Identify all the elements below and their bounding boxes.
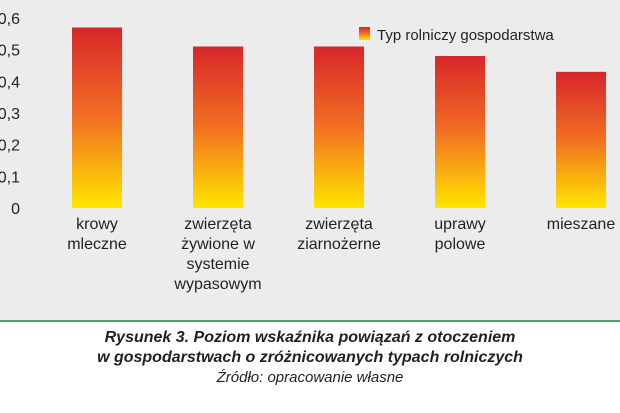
y-tick-label: 0,6	[0, 11, 20, 28]
bars	[72, 27, 606, 208]
y-tick-label: 0,4	[0, 74, 20, 91]
x-tick-label: mieszane	[547, 216, 616, 233]
legend-entry: Typ rolniczy gospodarstwa	[377, 27, 554, 44]
divider	[0, 320, 620, 322]
bar	[435, 56, 485, 208]
y-tick-label: 0,5	[0, 43, 20, 60]
caption-source: Źródło: opracowanie własne	[216, 369, 404, 386]
x-tick-label: uprawy polowe	[434, 216, 486, 253]
caption-line-1: Rysunek 3. Poziom wskaźnika powiązań z o…	[104, 329, 516, 346]
y-axis-ticks: 0 0,1 0,2 0,3 0,4 0,5 0,6	[0, 11, 20, 218]
y-tick-label: 0,2	[0, 138, 20, 155]
bar	[556, 71, 606, 208]
legend: Typ rolniczy gospodarstwa	[359, 27, 554, 44]
y-tick-label: 0,3	[0, 106, 20, 123]
y-tick-label: 0	[11, 201, 20, 218]
chart-area: 0 0,1 0,2 0,3 0,4 0,5 0,6 krowy mleczne zwierzęt…	[0, 0, 620, 320]
legend-swatch	[359, 27, 370, 40]
x-tick-label: zwierzęta ziarnożerne	[297, 216, 381, 253]
bar	[193, 46, 243, 208]
figure-caption: Rysunek 3. Poziom wskaźnika powiązań z o…	[0, 328, 620, 388]
bar	[72, 27, 122, 208]
x-tick-label: zwierzęta żywione w systemie wypasowym	[173, 216, 261, 293]
x-tick-label: krowy mleczne	[67, 216, 127, 253]
caption-line-2: w gospodarstwach o zróżnicowanych typach…	[97, 349, 523, 366]
y-tick-label: 0,1	[0, 169, 20, 186]
bar-chart: 0 0,1 0,2 0,3 0,4 0,5 0,6 krowy mleczne zwierzęt…	[0, 11, 615, 293]
bar	[314, 46, 364, 208]
x-axis-labels: krowy mleczne zwierzęta żywione w systemie wy…	[67, 216, 615, 293]
